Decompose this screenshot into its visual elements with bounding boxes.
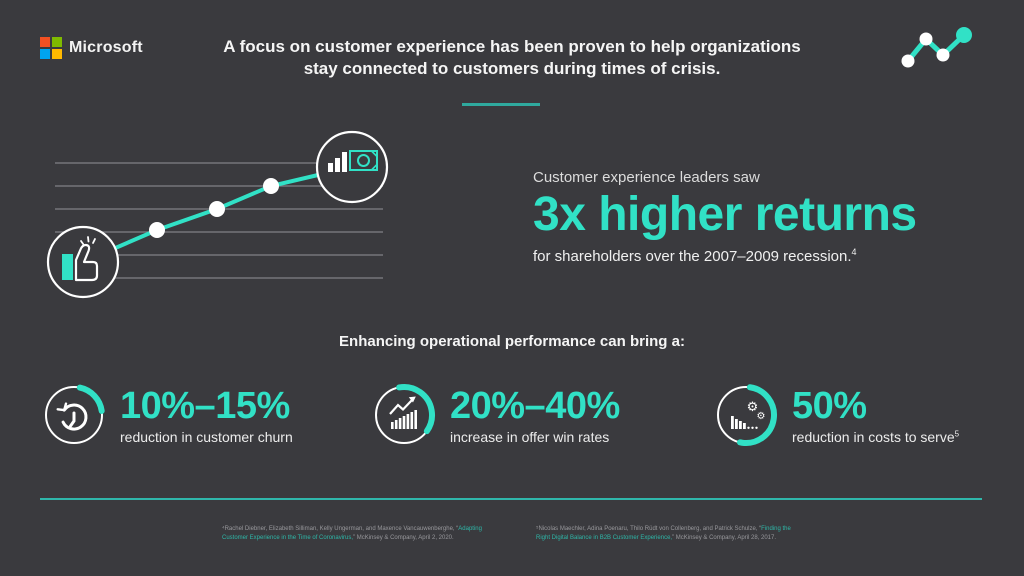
stat-value: 50%	[792, 384, 867, 427]
stat-label: reduction in costs to serve5	[792, 429, 959, 445]
stat-label: reduction in customer churn	[120, 429, 293, 445]
growth-line-illustration	[46, 130, 389, 299]
footnote-text: ⁴Rachel Diebner, Elizabeth Silliman, Kel…	[222, 526, 459, 532]
footnote-text: ” McKinsey & Company, April 28, 2017.	[672, 535, 777, 541]
stat-label-text: reduction in customer churn	[120, 428, 293, 445]
headline-underline	[462, 103, 540, 106]
logo-square-yellow	[52, 49, 62, 59]
thumbs-up-icon	[46, 225, 120, 299]
revenue-money-icon	[315, 130, 389, 204]
stat-customer-churn: 10%–15% reduction in customer churn	[42, 383, 293, 447]
history-clock-icon	[43, 384, 105, 446]
microsoft-logo-icon	[40, 37, 62, 59]
stat-label-text: reduction in costs to serve	[792, 428, 955, 445]
logo-square-blue	[40, 49, 50, 59]
logo-square-red	[40, 37, 50, 47]
svg-text:⚙: ⚙	[747, 400, 759, 415]
gears-cost-icon: ⚙ ⚙	[715, 384, 777, 446]
hero-detail: for shareholders over the 2007–2009 rece…	[533, 247, 973, 265]
stat-value: 10%–15%	[120, 384, 290, 427]
bottom-divider	[40, 498, 982, 500]
hero-detail-text: for shareholders over the 2007–2009 rece…	[533, 248, 852, 265]
stat-label-text: increase in offer win rates	[450, 428, 610, 445]
footnote-text: ” McKinsey & Company, April 2, 2020.	[353, 535, 454, 541]
stat-footnote-marker: 5	[954, 428, 960, 438]
headline-line-2: stay connected to customers during times…	[303, 59, 721, 78]
stat-win-rates: 20%–40% increase in offer win rates	[372, 383, 620, 447]
hero-footnote-marker: 4	[851, 247, 857, 257]
growth-bar-chart-icon	[373, 384, 435, 446]
hero-stat: 3x higher returns	[533, 188, 917, 241]
hero-stat-block: Customer experience leaders saw 3x highe…	[533, 169, 973, 265]
microsoft-logo: Microsoft	[40, 37, 143, 59]
footnote-link[interactable]: Adapting Customer Experience in the Time…	[222, 526, 482, 541]
logo-square-green	[52, 37, 62, 47]
stat-value: 20%–40%	[450, 384, 620, 427]
headline-line-1: A focus on customer experience has been …	[223, 37, 801, 56]
trend-zigzag-icon	[901, 27, 972, 68]
svg-text:⚙: ⚙	[757, 411, 766, 422]
hero-intro: Customer experience leaders saw	[533, 169, 760, 186]
section-heading: Enhancing operational performance can br…	[339, 333, 685, 350]
footnote-text: ⁵Nicolas Maechler, Adina Poenaru, Thilo …	[536, 526, 762, 532]
data-points	[149, 178, 279, 238]
microsoft-wordmark: Microsoft	[69, 39, 143, 56]
footnote-5: ⁵Nicolas Maechler, Adina Poenaru, Thilo …	[536, 525, 796, 543]
stat-costs-to-serve: ⚙ ⚙ 50% reduction in costs to serve5	[714, 383, 959, 447]
footnote-link[interactable]: Finding the Right Digital Balance in B2B…	[536, 526, 791, 541]
stat-label: increase in offer win rates	[450, 429, 620, 445]
headline: A focus on customer experience has been …	[0, 36, 1024, 80]
footnote-4: ⁴Rachel Diebner, Elizabeth Silliman, Kel…	[222, 525, 482, 543]
